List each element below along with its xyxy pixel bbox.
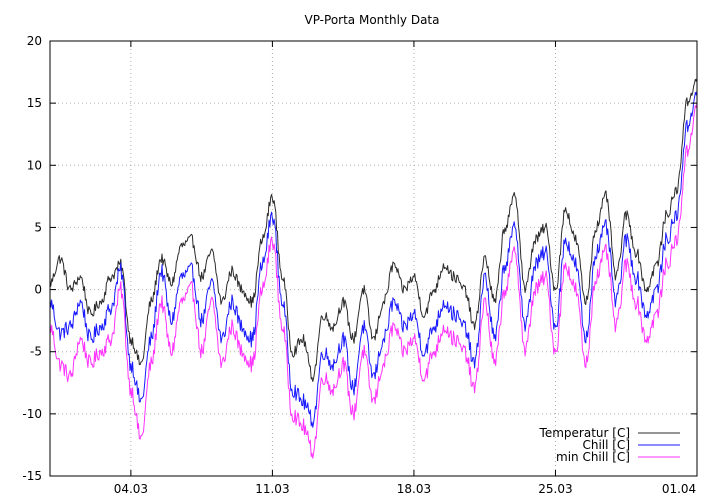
y-tick-label: -5: [30, 345, 42, 359]
x-tick-label: 18.03: [397, 482, 431, 496]
legend-label: Temperatur [C]: [539, 426, 630, 440]
y-tick-label: 5: [34, 220, 42, 234]
grid: [50, 41, 697, 476]
series-group: [50, 78, 697, 459]
y-tick-label: -10: [22, 407, 42, 421]
x-tick-label: 04.03: [114, 482, 148, 496]
x-tick-label: 11.03: [255, 482, 289, 496]
legend: Temperatur [C]Chill [C]min Chill [C]: [539, 426, 680, 464]
x-tick-label: 25.03: [538, 482, 572, 496]
y-tick-label: 15: [27, 96, 42, 110]
y-tick-label: 20: [27, 34, 42, 48]
series-line-1: [50, 90, 697, 428]
y-tick-label: 0: [34, 283, 42, 297]
x-tick-label: 01.04: [662, 482, 696, 496]
y-tick-label: -15: [22, 469, 42, 483]
plot-frame: [49, 40, 698, 477]
chart-title: VP-Porta Monthly Data: [305, 13, 440, 27]
legend-label: min Chill [C]: [556, 450, 630, 464]
legend-label: Chill [C]: [582, 438, 630, 452]
y-tick-label: 10: [27, 158, 42, 172]
series-line-2: [50, 103, 697, 459]
axes: -15 -10 -5 0 5 10 15 20 04.03 11.03 18.03 25.03 01.0…: [22, 34, 698, 496]
series-line-0: [50, 78, 697, 382]
